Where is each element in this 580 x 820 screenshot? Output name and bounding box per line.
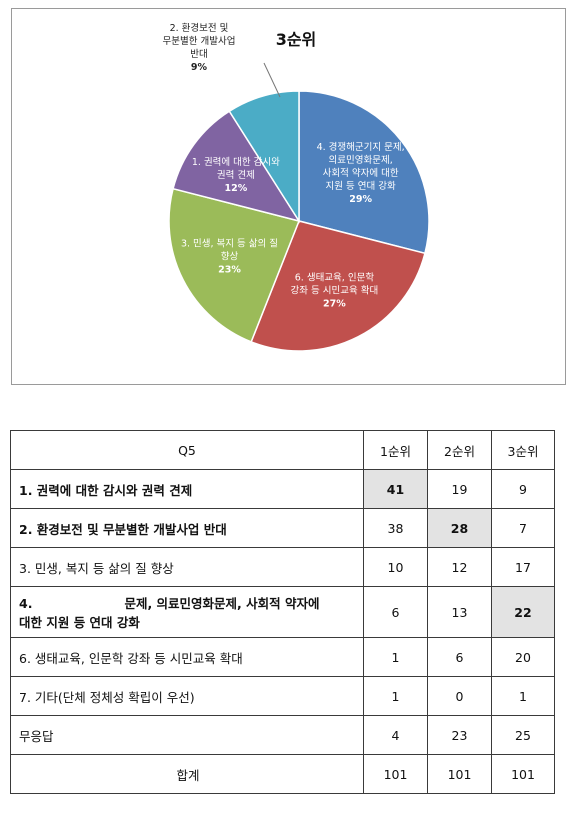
- chart-title: 3순위: [276, 30, 317, 49]
- pie-slice: [168, 187, 301, 343]
- header-rank3: 3순위: [491, 430, 555, 470]
- slice-percent-label: 27%: [323, 298, 346, 309]
- table-cell: 9: [491, 469, 555, 509]
- table-row: 6. 생태교육, 인문학 강좌 등 시민교육 확대 1 6 20: [10, 637, 555, 677]
- slice-category-label: 권력 견제: [217, 169, 255, 181]
- table-row: 1. 권력에 대한 감시와 권력 견제 41 19 9: [10, 469, 555, 509]
- row-label: 무응답: [10, 715, 364, 755]
- slice-category-label: 향상: [221, 250, 239, 262]
- table-cell: 1: [363, 676, 428, 716]
- data-table: Q5 1순위 2순위 3순위 1. 권력에 대한 감시와 권력 견제 41 19 9 2…: [10, 430, 555, 794]
- table-cell: 101: [427, 754, 492, 794]
- table-header-row: Q5 1순위 2순위 3순위: [10, 430, 555, 470]
- pie-slice: [172, 110, 301, 223]
- slice-category-label: 2. 환경보전 및: [170, 22, 229, 34]
- pie-slice: [298, 90, 430, 255]
- table-cell: 1: [363, 637, 428, 677]
- table-row: 합계 101 101 101: [10, 754, 555, 794]
- pie-slice: [250, 220, 426, 352]
- slice-category-label: 3. 민생, 복지 등 삶의 질: [181, 237, 278, 249]
- slice-percent-label: 9%: [191, 62, 208, 73]
- table-cell: 20: [491, 637, 555, 677]
- slice-category-label: 지원 등 연대 강화: [326, 181, 396, 192]
- table-cell: 0: [427, 676, 492, 716]
- header-rank1: 1순위: [363, 430, 428, 470]
- slice-category-label: 1. 권력에 대한 감시와: [192, 156, 280, 168]
- table-cell: 6: [363, 586, 428, 638]
- table-cell: 38: [363, 508, 428, 548]
- slice-percent-label: 29%: [349, 194, 372, 205]
- table-row: 3. 민생, 복지 등 삶의 질 향상 10 12 17: [10, 547, 555, 587]
- slice-category-label: 4. 경쟁해군기지 문제,: [317, 141, 405, 153]
- slice-category-label: 의료민영화문제,: [329, 155, 393, 166]
- table-cell: 1: [491, 676, 555, 716]
- row-label-text: 대한 지원 등 연대 강화: [19, 615, 140, 630]
- table-cell: 25: [491, 715, 555, 755]
- leader-line: [263, 62, 281, 98]
- table-cell: 22: [491, 586, 555, 638]
- table-cell: 23: [427, 715, 492, 755]
- table-cell: 7: [491, 508, 555, 548]
- table-cell: 10: [363, 547, 428, 587]
- table-cell: 17: [491, 547, 555, 587]
- table-row: 7. 기타(단체 정체성 확립이 우선) 1 0 1: [10, 676, 555, 716]
- table-cell: 28: [427, 508, 492, 548]
- header-q5: Q5: [10, 430, 364, 470]
- slice-category-label: 무분별한 개발사업: [163, 35, 236, 47]
- header-rank2: 2순위: [427, 430, 492, 470]
- row-label: 6. 생태교육, 인문학 강좌 등 시민교육 확대: [10, 637, 364, 677]
- slice-percent-label: 23%: [218, 264, 241, 275]
- table-cell: 19: [427, 469, 492, 509]
- slice-percent-label: 12%: [225, 183, 248, 194]
- row-label: 2. 환경보전 및 무분별한 개발사업 반대: [10, 508, 364, 548]
- table-cell: 101: [491, 754, 555, 794]
- table-cell: 101: [363, 754, 428, 794]
- pie-slice: [228, 90, 300, 224]
- row-label: 1. 권력에 대한 감시와 권력 견제: [10, 469, 364, 509]
- row-label-text: 문제, 의료민영화문제, 사회적 약자에: [124, 596, 320, 611]
- slice-category-label: 6. 생태교육, 인문학: [295, 272, 375, 283]
- table-cell: 6: [427, 637, 492, 677]
- table-row: 2. 환경보전 및 무분별한 개발사업 반대 38 28 7: [10, 508, 555, 548]
- table-cell: 13: [427, 586, 492, 638]
- row-label-number: 4.: [19, 596, 33, 611]
- table-row: 무응답 4 23 25: [10, 715, 555, 755]
- slice-category-label: 강좌 등 시민교육 확대: [291, 284, 379, 296]
- table-cell: 41: [363, 469, 428, 509]
- slice-category-label: 반대: [190, 49, 207, 60]
- row-label: 합계: [10, 754, 364, 794]
- slice-category-label: 사회적 약자에 대한: [323, 167, 399, 179]
- row-label: 3. 민생, 복지 등 삶의 질 향상: [10, 547, 364, 587]
- table-cell: 12: [427, 547, 492, 587]
- row-label: 7. 기타(단체 정체성 확립이 우선): [10, 676, 364, 716]
- table-cell: 4: [363, 715, 428, 755]
